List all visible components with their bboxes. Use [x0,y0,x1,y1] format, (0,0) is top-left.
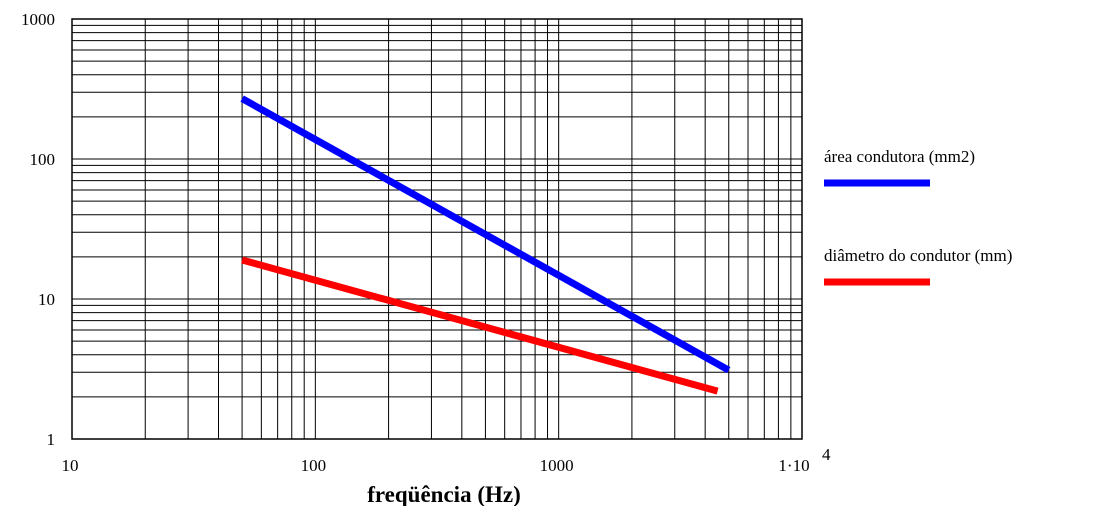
y-tick-label: 100 [30,150,56,169]
x-tick-label: 100 [301,456,327,475]
x-tick-labels: 10 100 1000 1·10 4 [62,445,832,475]
x-tick-label: 1000 [540,456,574,475]
grid [71,19,803,440]
x-tick-label: 1·10 [778,456,809,475]
legend: área condutora (mm2) diâmetro do condutor… [824,147,1012,286]
legend-label-2: diâmetro do condutor (mm) [824,246,1012,265]
y-tick-label: 10 [38,290,55,309]
x-tick-superscript: 4 [822,445,831,464]
series-line-2 [241,256,719,395]
y-tick-label: 1 [47,430,56,449]
legend-label-1: área condutora (mm2) [824,147,975,166]
x-tick-label: 10 [62,456,79,475]
series-line-1 [240,95,731,374]
series-layer [240,95,731,395]
plot-frame [71,18,803,440]
y-tick-label: 1000 [21,10,55,29]
x-axis-label: freqüência (Hz) [367,482,521,506]
y-tick-labels: 1 10 100 1000 [21,10,55,449]
